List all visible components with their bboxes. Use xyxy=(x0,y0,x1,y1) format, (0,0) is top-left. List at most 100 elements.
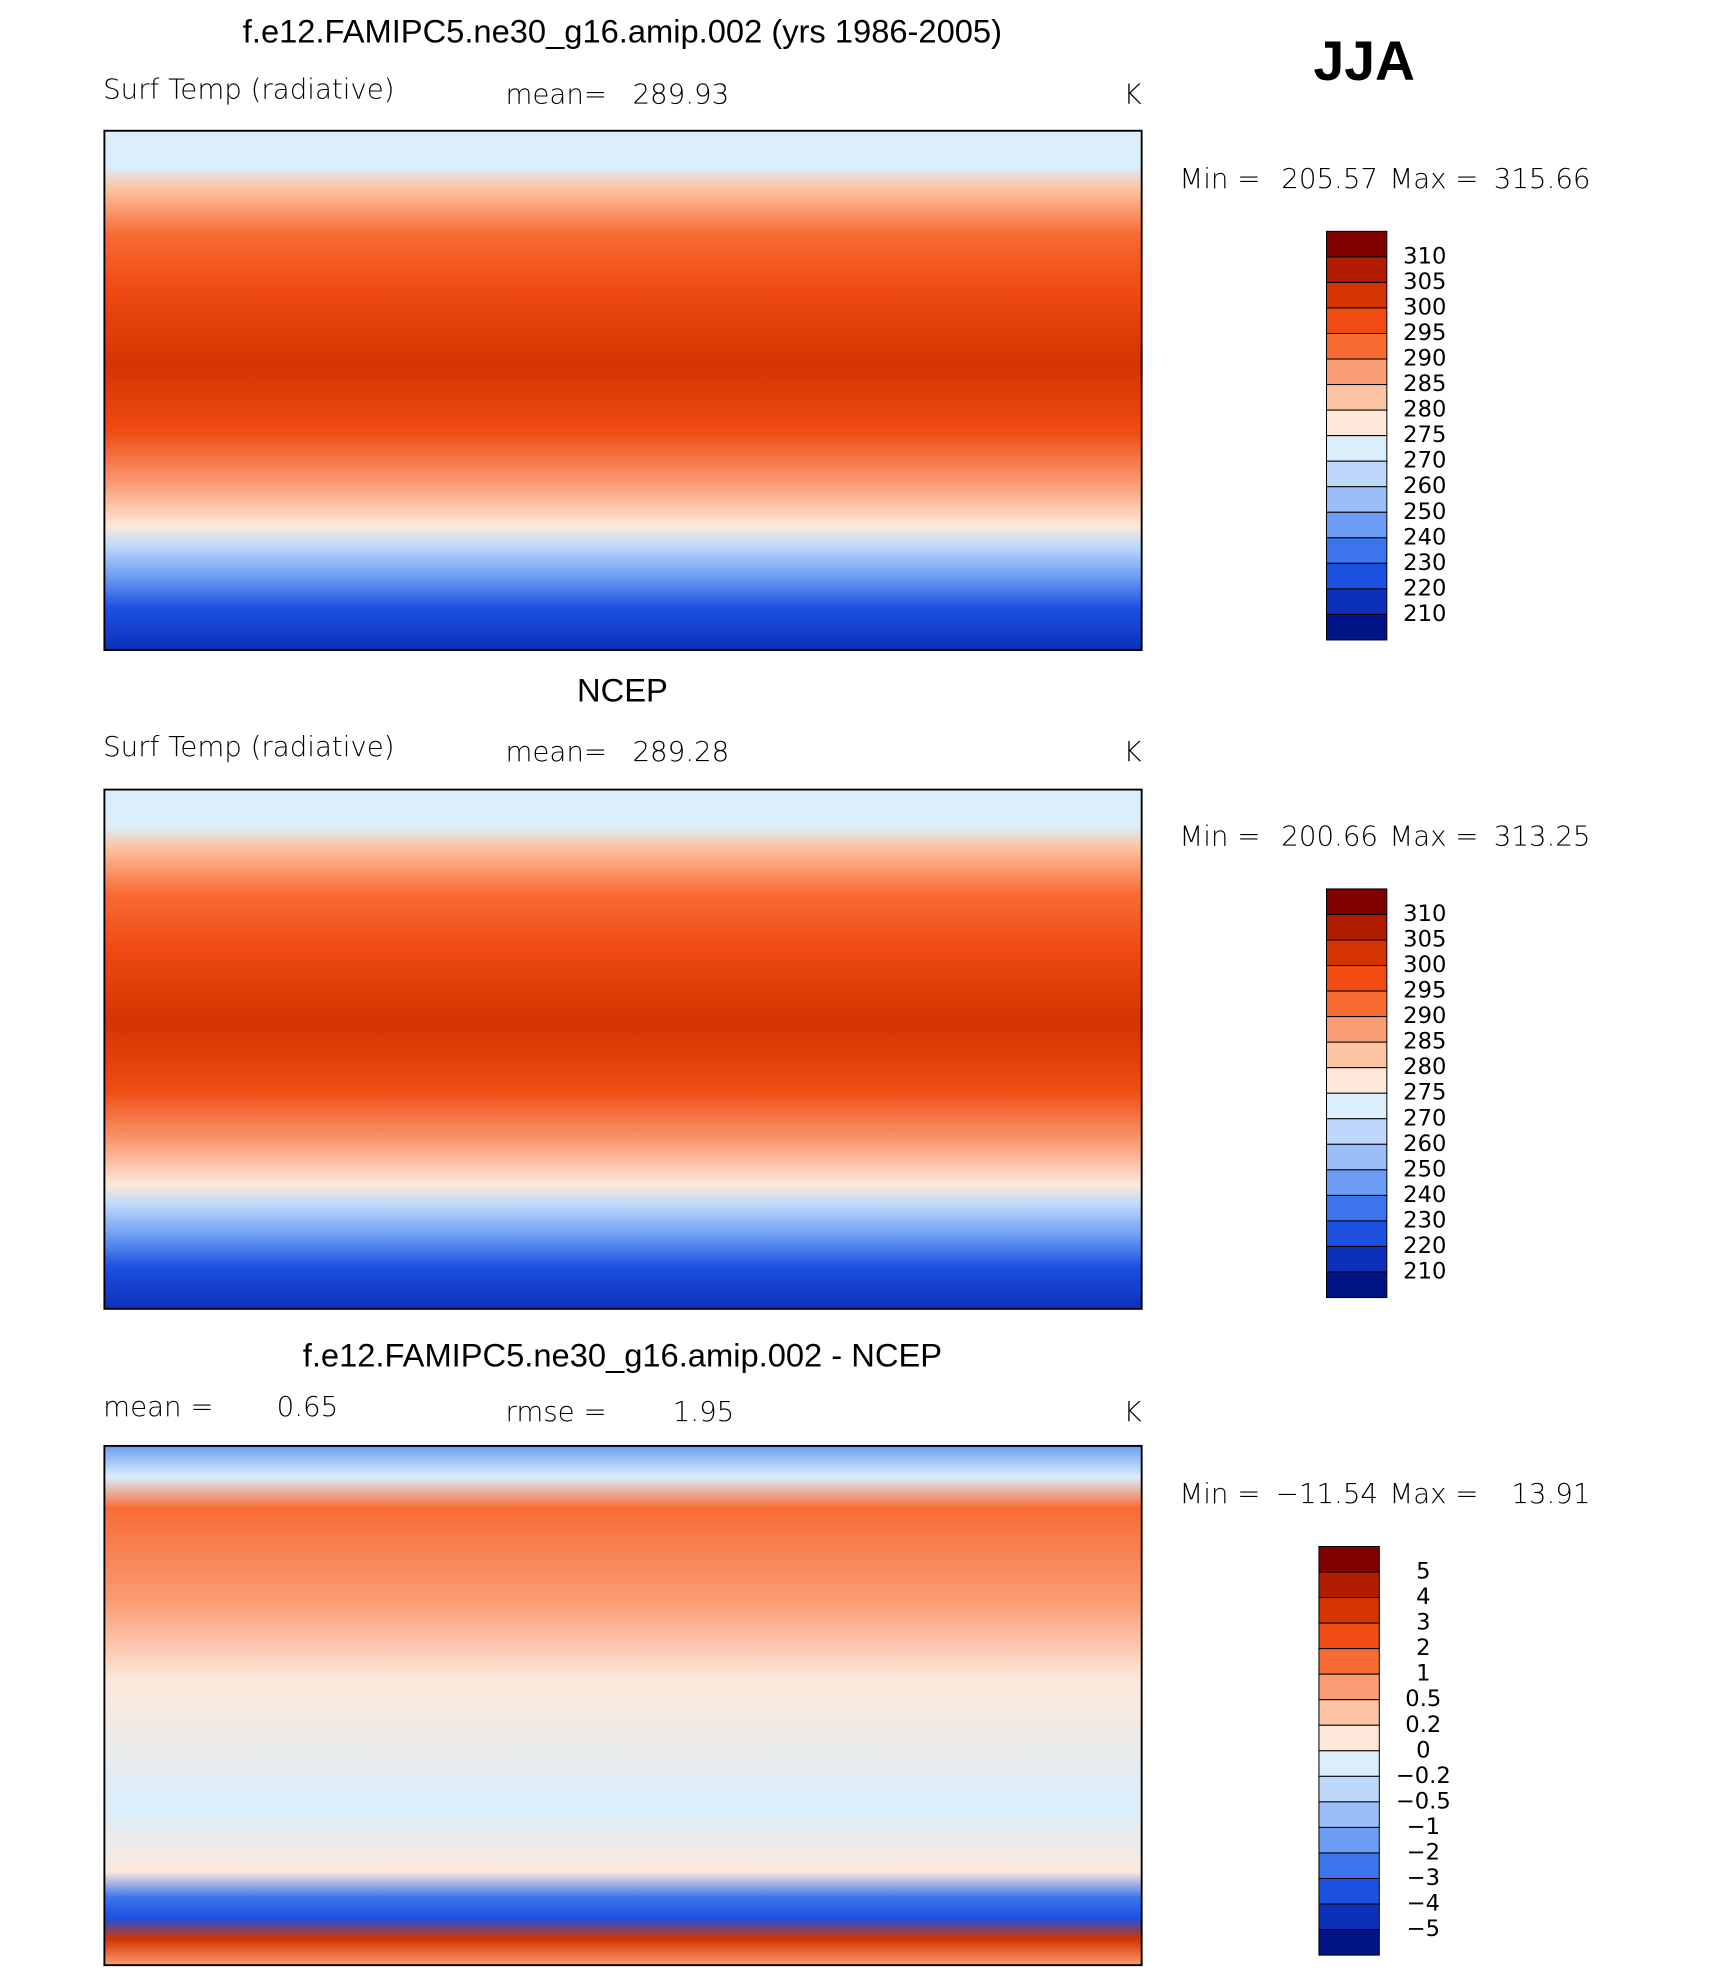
colorbar-label: −4 xyxy=(1407,1891,1440,1917)
min-label: Min = xyxy=(1179,1477,1260,1510)
colorbar-box xyxy=(1318,1571,1380,1599)
colorbar-box xyxy=(1318,1622,1380,1650)
colorbar-box xyxy=(1325,460,1388,488)
max-value: 13.91 xyxy=(1511,1477,1590,1510)
min-label: Min = xyxy=(1179,162,1260,195)
colorbar-box xyxy=(1325,358,1388,386)
colorbar-box xyxy=(1325,537,1388,564)
colorbar-box xyxy=(1318,1852,1380,1879)
colorbar-label: 1 xyxy=(1416,1661,1430,1687)
colorbar-box xyxy=(1318,1648,1380,1675)
colorbar-box xyxy=(1318,1750,1380,1777)
colorbar-label: 260 xyxy=(1403,1131,1446,1157)
colorbar-box xyxy=(1325,990,1388,1018)
colorbar-box xyxy=(1325,281,1388,309)
colorbar-label: 220 xyxy=(1403,575,1446,601)
colorbar-box xyxy=(1318,1699,1380,1726)
stat-value: 1.95 xyxy=(673,1395,735,1428)
colorbar-box xyxy=(1318,1597,1380,1624)
colorbar-label: −5 xyxy=(1407,1916,1440,1942)
panel-title: NCEP xyxy=(577,671,668,708)
colorbar-label: 230 xyxy=(1403,1207,1446,1233)
left-label: mean = xyxy=(103,1390,213,1423)
max-label: Max = xyxy=(1389,819,1478,852)
map-field xyxy=(104,1445,1142,1966)
colorbar-label: 260 xyxy=(1403,473,1446,499)
colorbar-label: 0.2 xyxy=(1405,1712,1441,1738)
colorbar-label: 305 xyxy=(1403,926,1446,952)
colorbar-box xyxy=(1325,913,1388,941)
colorbar-box xyxy=(1318,1903,1380,1931)
min-label: Min = xyxy=(1179,819,1260,852)
map-field xyxy=(104,130,1142,651)
min-value: 205.57 xyxy=(1281,162,1378,195)
colorbar-box xyxy=(1325,307,1388,335)
max-value: 315.66 xyxy=(1494,162,1591,195)
left-label: Surf Temp (radiative) xyxy=(103,730,394,763)
colorbar-label: −1 xyxy=(1407,1814,1440,1840)
colorbar-label: 290 xyxy=(1403,346,1446,372)
units: K xyxy=(1124,735,1142,768)
colorbar-box xyxy=(1318,1826,1380,1854)
colorbar-box xyxy=(1325,613,1388,641)
colorbar-box xyxy=(1318,1801,1380,1828)
colorbar-label: 220 xyxy=(1403,1233,1446,1259)
colorbar-box xyxy=(1318,1545,1380,1573)
colorbar-box xyxy=(1318,1775,1380,1803)
colorbar-label: 4 xyxy=(1416,1584,1430,1610)
max-label: Max = xyxy=(1389,162,1478,195)
colorbar-box xyxy=(1325,888,1388,915)
colorbar-label: 240 xyxy=(1403,1182,1446,1208)
colorbar-label: 240 xyxy=(1403,524,1446,550)
colorbar-label: 230 xyxy=(1403,550,1446,576)
min-value: 200.66 xyxy=(1281,819,1378,852)
map-frame xyxy=(103,1444,1143,1967)
colorbar-box xyxy=(1325,1271,1388,1299)
left-value: 0.65 xyxy=(277,1390,339,1423)
colorbar-label: 295 xyxy=(1403,978,1446,1004)
colorbar-box xyxy=(1325,939,1388,967)
colorbar-label: 0.5 xyxy=(1405,1686,1441,1712)
colorbar-box xyxy=(1318,1929,1380,1956)
colorbar-label: 250 xyxy=(1403,1156,1446,1182)
colorbar-box xyxy=(1325,1143,1388,1171)
panel-title: f.e12.FAMIPC5.ne30_g16.amip.002 (yrs 198… xyxy=(243,13,1002,50)
map-field xyxy=(104,789,1142,1309)
colorbar-box xyxy=(1325,1169,1388,1196)
colorbar-label: 250 xyxy=(1403,499,1446,525)
stat-label: mean= xyxy=(505,78,607,111)
colorbar-label: 210 xyxy=(1403,1259,1446,1285)
stat-value: 289.93 xyxy=(632,78,729,111)
colorbar-label: 295 xyxy=(1403,320,1446,346)
map-frame xyxy=(103,788,1143,1310)
colorbar-box xyxy=(1325,1016,1388,1043)
colorbar-box xyxy=(1325,230,1388,258)
max-value: 313.25 xyxy=(1494,819,1591,852)
colorbar-label: 310 xyxy=(1403,901,1446,927)
min-value: −11.54 xyxy=(1276,1477,1378,1510)
units: K xyxy=(1124,1395,1142,1428)
colorbar-box xyxy=(1325,384,1388,411)
colorbar-label: 280 xyxy=(1403,397,1446,423)
colorbar-label: 290 xyxy=(1403,1003,1446,1029)
colorbar-box xyxy=(1318,1877,1380,1905)
colorbar-box xyxy=(1325,1245,1388,1273)
colorbar-label: 275 xyxy=(1403,1080,1446,1106)
left-label: Surf Temp (radiative) xyxy=(103,73,394,106)
colorbar-box xyxy=(1325,486,1388,513)
panel-title: f.e12.FAMIPC5.ne30_g16.amip.002 - NCEP xyxy=(303,1337,942,1374)
colorbar-box xyxy=(1325,562,1388,590)
colorbar-box xyxy=(1325,511,1388,539)
colorbar-box xyxy=(1325,588,1388,615)
colorbar-label: −3 xyxy=(1407,1865,1440,1891)
colorbar-label: 2 xyxy=(1416,1635,1430,1661)
colorbar-box xyxy=(1325,332,1388,360)
colorbar-box xyxy=(1318,1724,1380,1752)
colorbar-label: 270 xyxy=(1403,1105,1446,1131)
map-frame xyxy=(103,129,1143,651)
colorbar-label: 3 xyxy=(1416,1610,1430,1636)
colorbar-label: 305 xyxy=(1403,269,1446,295)
colorbar-box xyxy=(1325,1194,1388,1222)
